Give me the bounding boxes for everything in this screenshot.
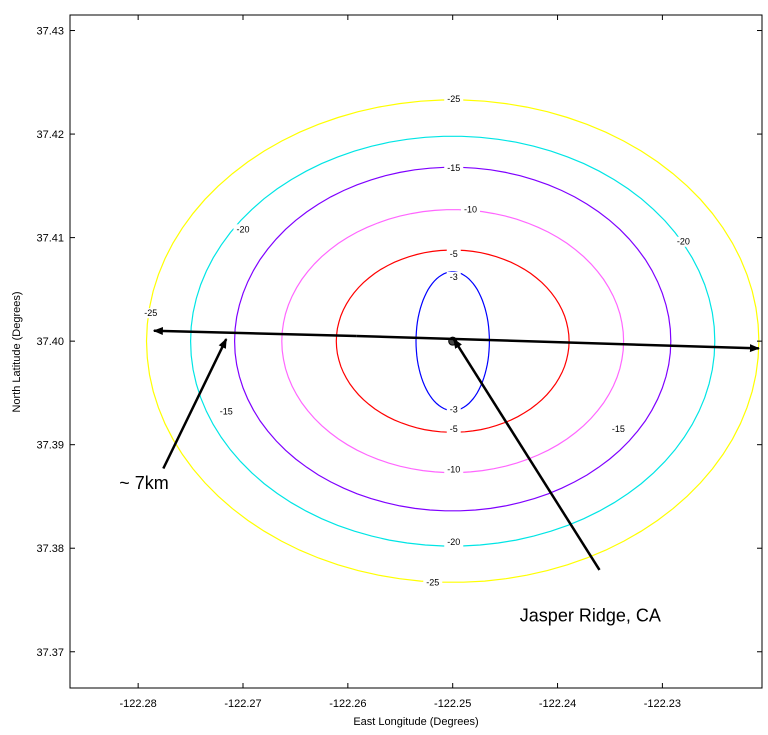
contour-label-bg (444, 93, 464, 104)
contour-label: -5 (450, 424, 458, 434)
contour-label-bg (141, 308, 161, 319)
annotations: ~ 7km Jasper Ridge, CA (119, 473, 661, 626)
contour-lines (145, 99, 760, 583)
contour-label-bg (233, 224, 253, 235)
arrow (162, 338, 228, 470)
annotation: ~ 7km (119, 473, 169, 493)
x-tick-label: -122.25 (434, 698, 471, 710)
contour-label-bg (673, 236, 693, 247)
contour-label: -15 (447, 163, 460, 173)
contour-label: -25 (447, 94, 460, 104)
x-tick-label: -122.24 (539, 698, 576, 710)
contour-label-bg (444, 537, 464, 548)
y-tick-label: 37.39 (36, 440, 64, 452)
contour-label: -25 (426, 577, 439, 587)
contour-label-bg (446, 404, 461, 415)
contour-label: -3 (450, 272, 458, 282)
contour-label: -20 (447, 537, 460, 547)
contour-label-bg (461, 204, 481, 215)
contour-label-bg (423, 577, 443, 588)
contour-neg5 (335, 249, 570, 433)
y-tick-label: 37.42 (36, 129, 64, 141)
x-tick-label: -122.28 (119, 698, 156, 710)
contour-label-bg (446, 271, 461, 282)
contour-neg3 (415, 271, 491, 412)
y-tick-label: 37.43 (36, 26, 64, 38)
contour-label: -15 (612, 424, 625, 434)
x-axis-label: East Longitude (Degrees) (353, 716, 478, 728)
contour-label-bg (216, 406, 236, 417)
x-axis-ticks: -122.28 -122.27 -122.26 -122.25 -122.24 -122.… (119, 15, 681, 710)
contour-label-bg (446, 249, 461, 260)
annotation: Jasper Ridge, CA (520, 606, 661, 626)
contour-neg20 (189, 135, 716, 547)
x-tick-label: -122.26 (329, 698, 366, 710)
contour-label: -20 (677, 237, 690, 247)
contour-label-bg (446, 424, 461, 435)
arrow (152, 327, 357, 338)
contour-label: -20 (236, 224, 249, 234)
y-tick-label: 37.41 (36, 233, 64, 245)
contour-label-bg (444, 464, 464, 475)
contour-label: -25 (144, 308, 157, 318)
y-axis-ticks: 37.37 37.38 37.39 37.40 37.41 37.42 37.43 (36, 26, 762, 659)
arrow (452, 338, 601, 571)
contour-label: -10 (447, 465, 460, 475)
contour-label-bg (608, 424, 628, 435)
x-tick-label: -122.27 (224, 698, 261, 710)
contour-neg15 (233, 166, 672, 512)
arrow (356, 334, 760, 353)
contour-labels: -3 -3 -5 -5 -10 -10 -15 -15 -15 -20 -20 -20 -25 -25 -2… (141, 93, 693, 588)
contour-label: -15 (220, 407, 233, 417)
contour-label: -5 (450, 249, 458, 259)
y-axis-label: North Latitude (Degrees) (11, 291, 23, 412)
contour-label: -3 (450, 404, 458, 414)
contour-label: -10 (464, 205, 477, 215)
arrows (152, 327, 760, 571)
x-tick-label: -122.23 (644, 698, 681, 710)
contour-neg10 (281, 209, 625, 474)
y-tick-label: 37.38 (36, 543, 64, 555)
contour-neg25 (145, 99, 760, 583)
y-tick-label: 37.37 (36, 647, 64, 659)
y-tick-label: 37.40 (36, 336, 64, 348)
contour-label-bg (444, 163, 464, 174)
